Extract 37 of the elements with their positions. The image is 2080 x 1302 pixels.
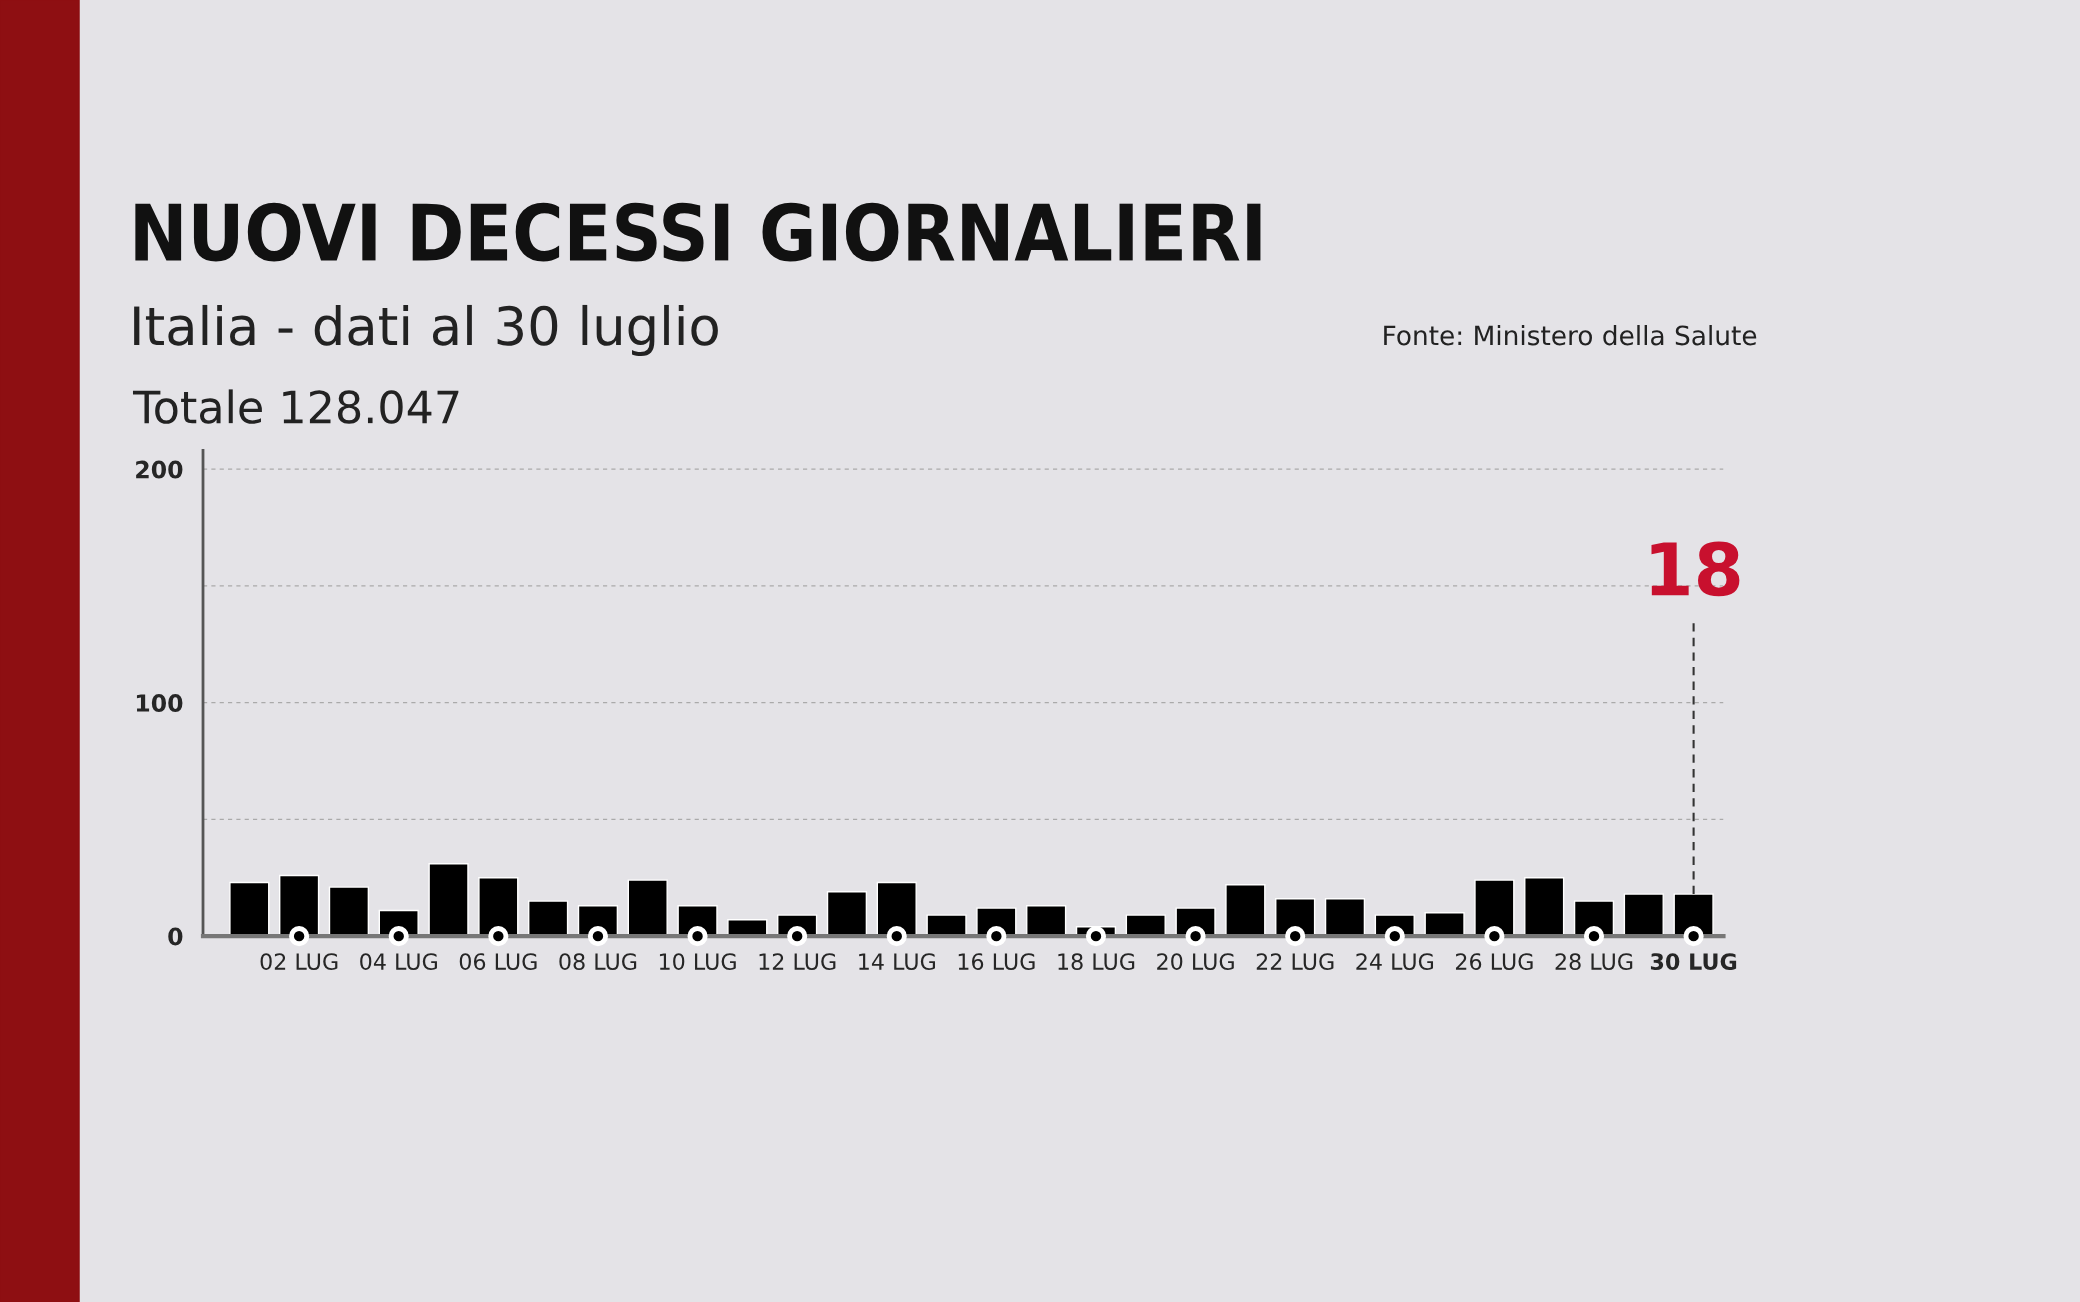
- x-tick-label: 28 LUG: [1555, 953, 1633, 971]
- x-tick-label: 02 LUG: [260, 953, 338, 971]
- data-label: 18: [1651, 541, 1740, 597]
- x-tick-label: 08 LUG: [559, 953, 637, 971]
- y-tick-label: 100: [136, 694, 183, 712]
- x-tick-label: 22 LUG: [1256, 953, 1334, 971]
- source-note: Fonte: Ministero della Salute: [1384, 324, 1757, 346]
- y-tick-label: 200: [136, 460, 183, 479]
- bar: [328, 886, 370, 937]
- bar: [826, 891, 868, 937]
- x-tick-label: 24 LUG: [1356, 953, 1434, 971]
- bar: [1225, 884, 1266, 937]
- bar: [1623, 893, 1664, 937]
- chart-title: NUOVI DECESSI GIORNALIERI: [135, 202, 1261, 262]
- bar: [926, 914, 967, 937]
- bar: [229, 881, 270, 937]
- bar: [1125, 914, 1166, 937]
- x-tick-label: 14 LUG: [859, 953, 935, 971]
- x-tick-label: 16 LUG: [958, 953, 1035, 971]
- bar: [428, 863, 469, 937]
- x-tick-label: 12 LUG: [759, 953, 836, 971]
- chart-subtitle: Italia - dati al 30 luglio: [134, 304, 718, 357]
- x-tick-label: 30 LUG: [1650, 953, 1737, 971]
- x-tick-label: 06 LUG: [459, 953, 537, 971]
- x-tick-label: 04 LUG: [360, 953, 437, 971]
- bar: [1324, 898, 1366, 937]
- x-tick-label: 20 LUG: [1157, 953, 1234, 971]
- text: Totale 128.047: [132, 389, 459, 424]
- bar: [1424, 912, 1465, 937]
- x-tick-label: 18 LUG: [1058, 953, 1135, 971]
- bar: [1026, 905, 1067, 937]
- x-tick-label: 10 LUG: [659, 953, 736, 971]
- x-tick-label: 26 LUG: [1455, 953, 1533, 971]
- y-tick-label: 0: [168, 927, 183, 946]
- bar: [528, 900, 569, 937]
- bar: [627, 879, 668, 937]
- bar: [1524, 877, 1565, 937]
